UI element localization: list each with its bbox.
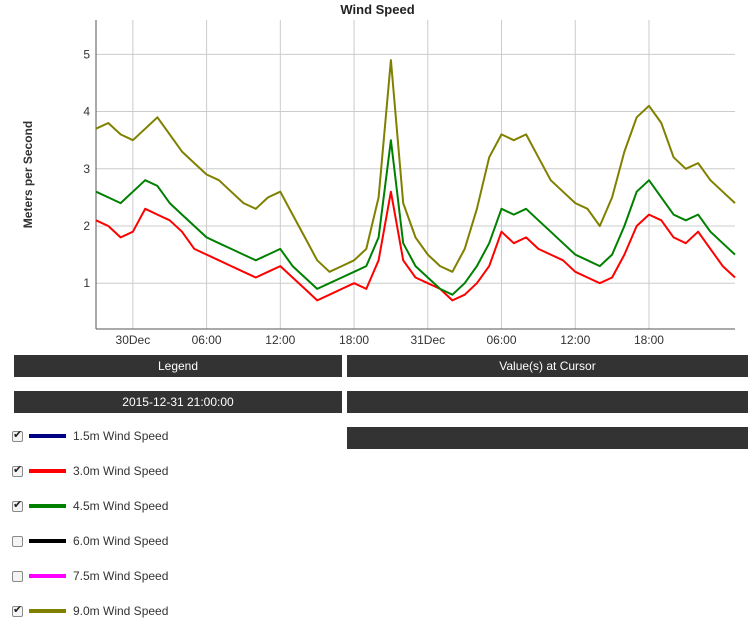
legend-item-label: 6.0m Wind Speed (73, 534, 169, 548)
x-tick-label: 06:00 (192, 333, 222, 347)
x-tick-label: 12:00 (560, 333, 590, 347)
x-tick-label: 12:00 (265, 333, 295, 347)
legend-item[interactable]: 1.5m Wind Speed (12, 426, 168, 446)
cursor-values-timestamp-bar (347, 391, 748, 413)
legend-item-label: 9.0m Wind Speed (73, 604, 169, 618)
series-line-9-0m-wind-speed (95, 59, 736, 273)
legend-color-swatch (29, 539, 66, 543)
legend-color-swatch (29, 609, 66, 613)
legend-timestamp: 2015-12-31 21:00:00 (14, 391, 342, 413)
legend-checkbox[interactable] (12, 428, 23, 442)
x-tick-label: 31Dec (410, 333, 445, 347)
chart-title: Wind Speed (340, 2, 415, 17)
legend-checkbox[interactable] (12, 463, 23, 477)
legend-color-swatch (29, 574, 66, 578)
legend-item[interactable]: 9.0m Wind Speed (12, 601, 168, 621)
legend-checkbox[interactable] (12, 603, 23, 617)
legend-checkbox[interactable] (12, 535, 23, 547)
legend-item[interactable]: 6.0m Wind Speed (12, 531, 168, 551)
y-tick-label: 5 (83, 47, 90, 61)
cursor-values-header: Value(s) at Cursor (347, 355, 748, 377)
legend-item-label: 4.5m Wind Speed (73, 499, 169, 513)
legend-item[interactable]: 4.5m Wind Speed (12, 496, 168, 516)
legend-item-label: 1.5m Wind Speed (73, 429, 169, 443)
legend-item[interactable]: 7.5m Wind Speed (12, 566, 168, 586)
legend-color-swatch (29, 504, 66, 508)
legend-item-label: 7.5m Wind Speed (73, 569, 169, 583)
y-tick-label: 3 (83, 162, 90, 176)
legend-checkbox[interactable] (12, 570, 23, 582)
legend-item-label: 3.0m Wind Speed (73, 464, 169, 478)
y-tick-label: 1 (83, 276, 90, 290)
x-tick-label: 30Dec (116, 333, 151, 347)
legend-checkbox[interactable] (12, 498, 23, 512)
x-tick-label: 06:00 (487, 333, 517, 347)
wind-speed-chart[interactable]: 1 2 3 4 5 30Dec 06:00 12:00 18:00 31Dec 06:00 12:00… (0, 0, 755, 350)
legend-color-swatch (29, 434, 66, 438)
legend-color-swatch (29, 469, 66, 473)
x-tick-label: 18:00 (634, 333, 664, 347)
x-tick-label: 18:00 (339, 333, 369, 347)
legend-item[interactable]: 3.0m Wind Speed (12, 461, 168, 481)
series-line-3-0m-wind-speed (95, 190, 736, 302)
y-tick-label: 4 (83, 105, 90, 119)
series-line-4-5m-wind-speed (95, 139, 736, 296)
y-tick-label: 2 (83, 219, 90, 233)
cursor-values-row (347, 427, 748, 449)
y-axis-label: Meters per Second (21, 121, 35, 228)
legend-header: Legend (14, 355, 342, 377)
